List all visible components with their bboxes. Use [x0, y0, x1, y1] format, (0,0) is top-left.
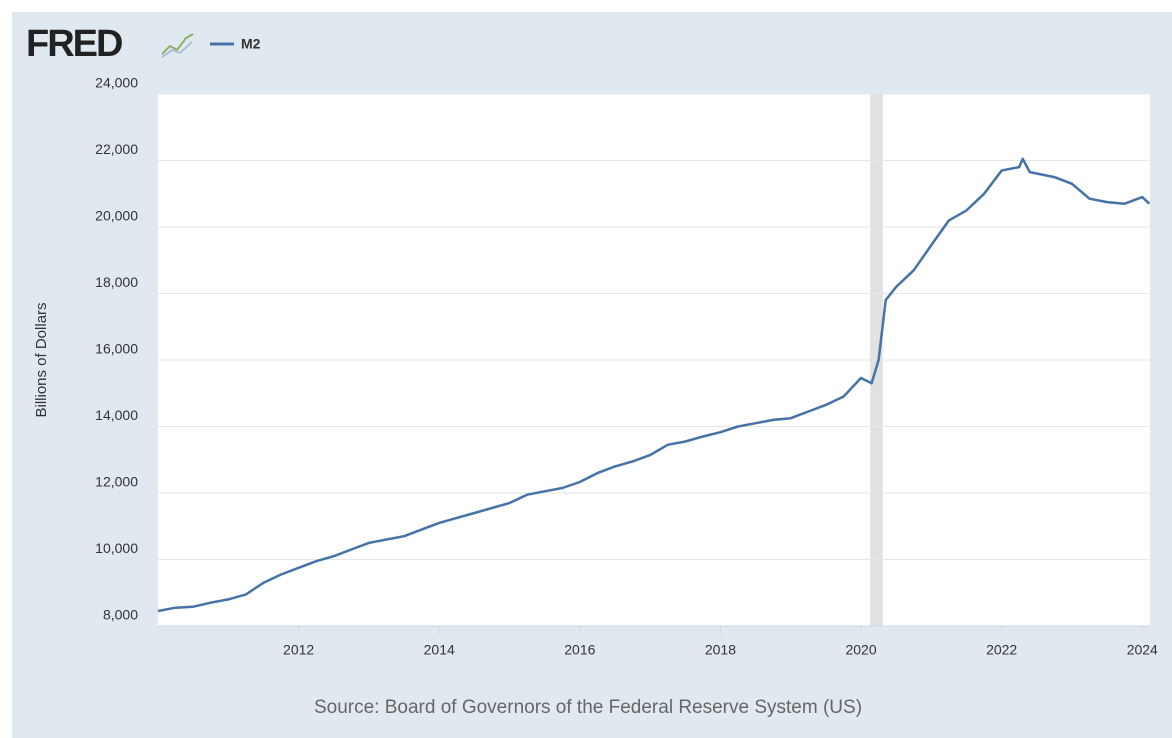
- x-tick-label: 2018: [705, 642, 736, 658]
- x-tick-label: 2014: [424, 642, 455, 658]
- y-tick-label: 22,000: [95, 141, 138, 157]
- data-line: [157, 157, 1151, 613]
- x-tick-label: 2012: [283, 642, 314, 658]
- y-tick-label: 12,000: [95, 474, 138, 490]
- y-tick-label: 10,000: [95, 540, 138, 556]
- y-axis-label: Billions of Dollars: [33, 302, 50, 417]
- y-tick-label: 20,000: [95, 208, 138, 224]
- logo-icon: [160, 30, 194, 58]
- y-tick-label: 8,000: [103, 607, 138, 623]
- y-tick-label: 24,000: [95, 75, 138, 91]
- source-note: Source: Board of Governors of the Federa…: [314, 697, 862, 718]
- x-tick-label: 2016: [564, 642, 595, 658]
- x-tick-label: 2022: [986, 642, 1017, 658]
- y-tick-label: 18,000: [95, 274, 138, 290]
- y-tick-label: 16,000: [95, 341, 138, 357]
- x-tick-label: 2020: [845, 642, 876, 658]
- y-tick-label: 14,000: [95, 407, 138, 423]
- brand-logo: FRED: [26, 23, 122, 65]
- x-tick-label: 2024: [1127, 642, 1158, 658]
- legend-label: M2: [241, 36, 261, 52]
